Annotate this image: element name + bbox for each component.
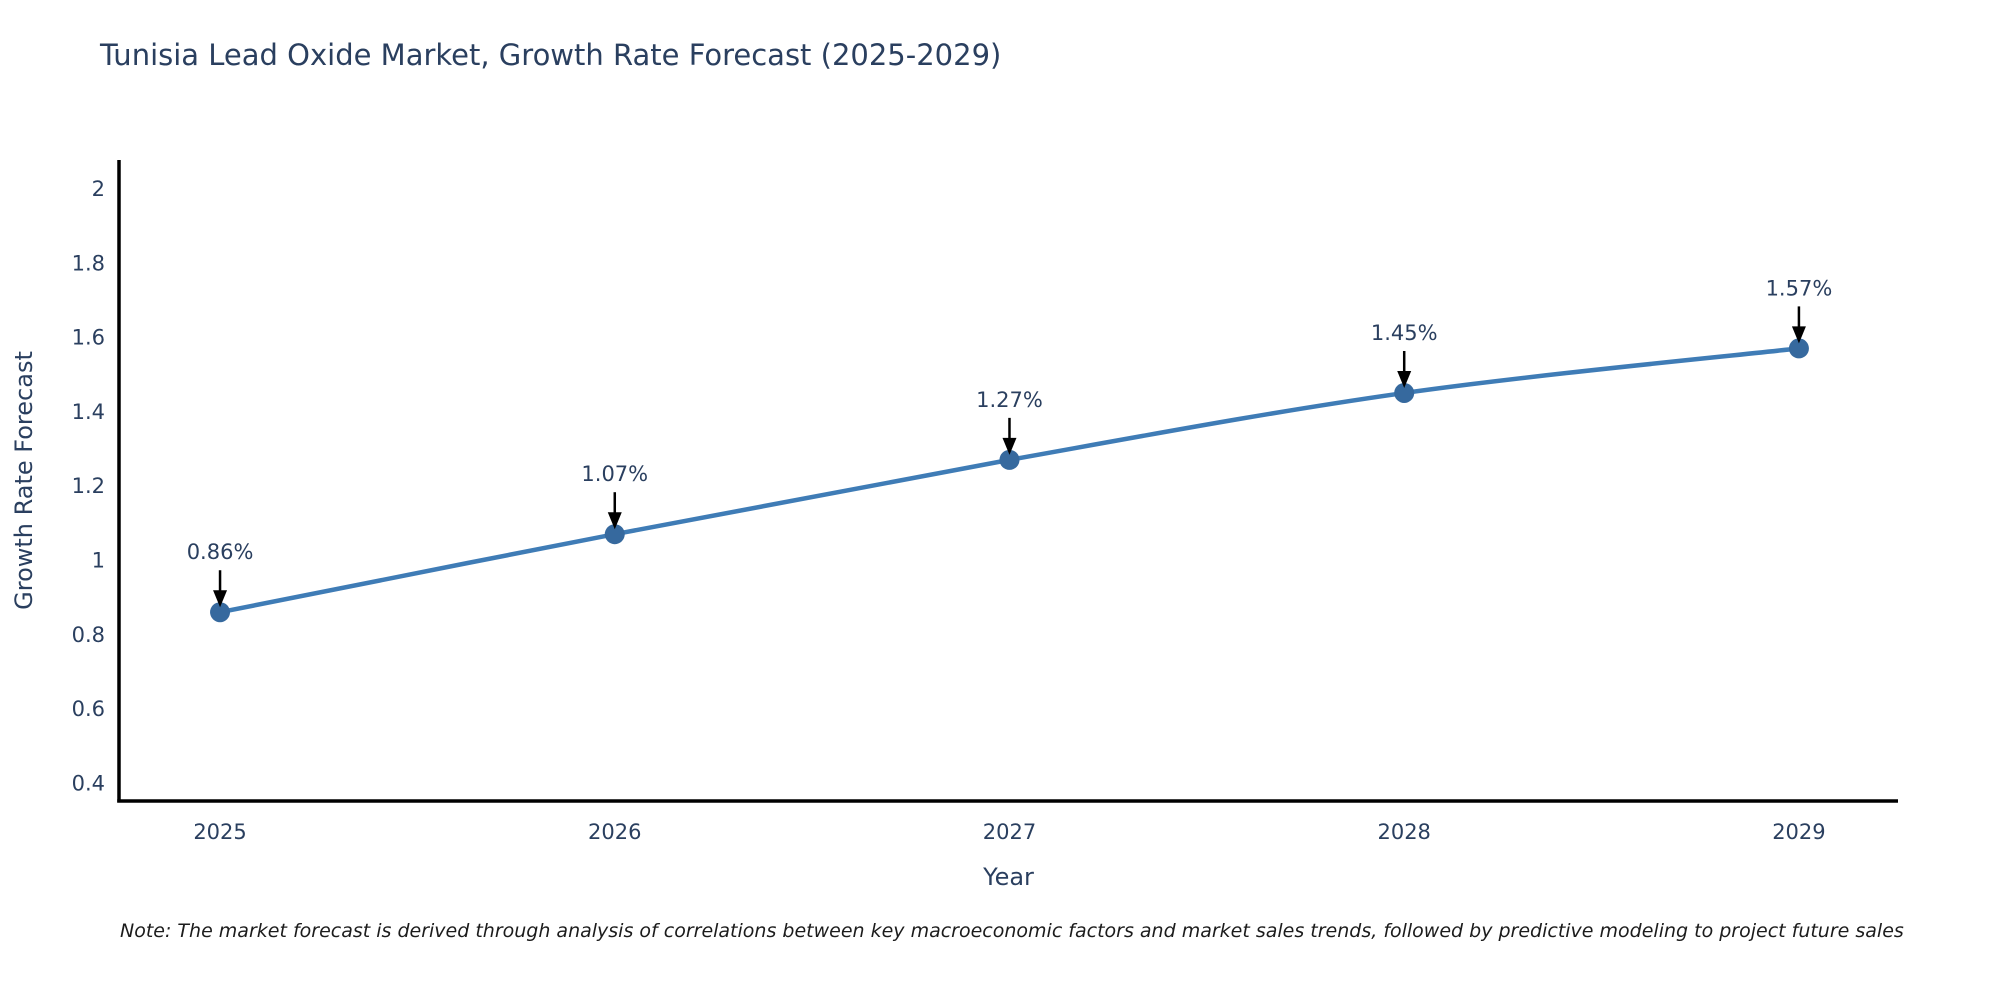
annotation-arrowhead bbox=[1791, 326, 1806, 344]
x-tick-label: 2025 bbox=[193, 820, 246, 844]
annotation-arrowhead bbox=[607, 512, 622, 530]
annotation-arrowhead bbox=[1397, 370, 1412, 388]
point-annotation: 1.07% bbox=[581, 462, 648, 486]
x-tick-label: 2027 bbox=[983, 820, 1036, 844]
y-tick-label: 1.2 bbox=[72, 474, 105, 498]
x-tick-label: 2028 bbox=[1377, 820, 1430, 844]
data-point-2029 bbox=[1788, 338, 1809, 359]
footnote: Note: The market forecast is derived thr… bbox=[120, 920, 1904, 942]
annotation-arrowhead bbox=[1002, 437, 1017, 455]
chart-title: Tunisia Lead Oxide Market, Growth Rate F… bbox=[100, 38, 1002, 72]
y-tick-label: 0.6 bbox=[72, 697, 105, 721]
x-tick-label: 2026 bbox=[588, 820, 641, 844]
data-point-2026 bbox=[604, 524, 625, 545]
point-annotation: 1.45% bbox=[1371, 321, 1438, 345]
y-axis-title: Growth Rate Forecast bbox=[10, 351, 38, 610]
x-tick-label: 2029 bbox=[1772, 820, 1825, 844]
y-tick-label: 1.6 bbox=[72, 326, 105, 350]
y-tick-label: 1 bbox=[92, 549, 105, 573]
data-point-2025 bbox=[210, 602, 231, 623]
data-point-2028 bbox=[1394, 382, 1415, 403]
point-annotation: 1.57% bbox=[1766, 276, 1833, 300]
y-tick-label: 1.8 bbox=[72, 251, 105, 275]
point-annotation: 0.86% bbox=[187, 540, 254, 564]
point-annotation: 1.27% bbox=[976, 388, 1043, 412]
annotation-arrowhead bbox=[213, 590, 228, 608]
x-axis-title: Year bbox=[982, 863, 1034, 891]
data-point-2027 bbox=[999, 449, 1020, 470]
y-tick-label: 1.4 bbox=[72, 400, 105, 424]
y-tick-label: 0.4 bbox=[72, 772, 105, 796]
y-tick-label: 2 bbox=[92, 177, 105, 201]
y-tick-label: 0.8 bbox=[72, 623, 105, 647]
